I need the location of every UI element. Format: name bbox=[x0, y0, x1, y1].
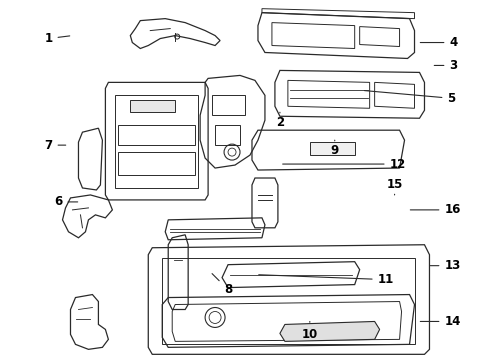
Text: 16: 16 bbox=[410, 203, 461, 216]
Text: 10: 10 bbox=[302, 321, 318, 341]
Text: 5: 5 bbox=[365, 91, 456, 105]
Polygon shape bbox=[310, 142, 355, 155]
Text: 13: 13 bbox=[430, 259, 461, 272]
Text: 7: 7 bbox=[45, 139, 66, 152]
Text: 8: 8 bbox=[212, 274, 232, 296]
Text: 9: 9 bbox=[331, 140, 339, 157]
Text: 3: 3 bbox=[434, 59, 458, 72]
Text: 15: 15 bbox=[387, 179, 403, 195]
Text: 1: 1 bbox=[45, 32, 70, 45]
Text: 2: 2 bbox=[276, 112, 284, 129]
Text: 14: 14 bbox=[420, 315, 461, 328]
Text: 6: 6 bbox=[54, 195, 78, 208]
Polygon shape bbox=[280, 321, 380, 341]
Text: 4: 4 bbox=[420, 36, 458, 49]
Text: 12: 12 bbox=[283, 158, 406, 171]
Text: 11: 11 bbox=[259, 273, 394, 286]
Polygon shape bbox=[130, 100, 175, 112]
